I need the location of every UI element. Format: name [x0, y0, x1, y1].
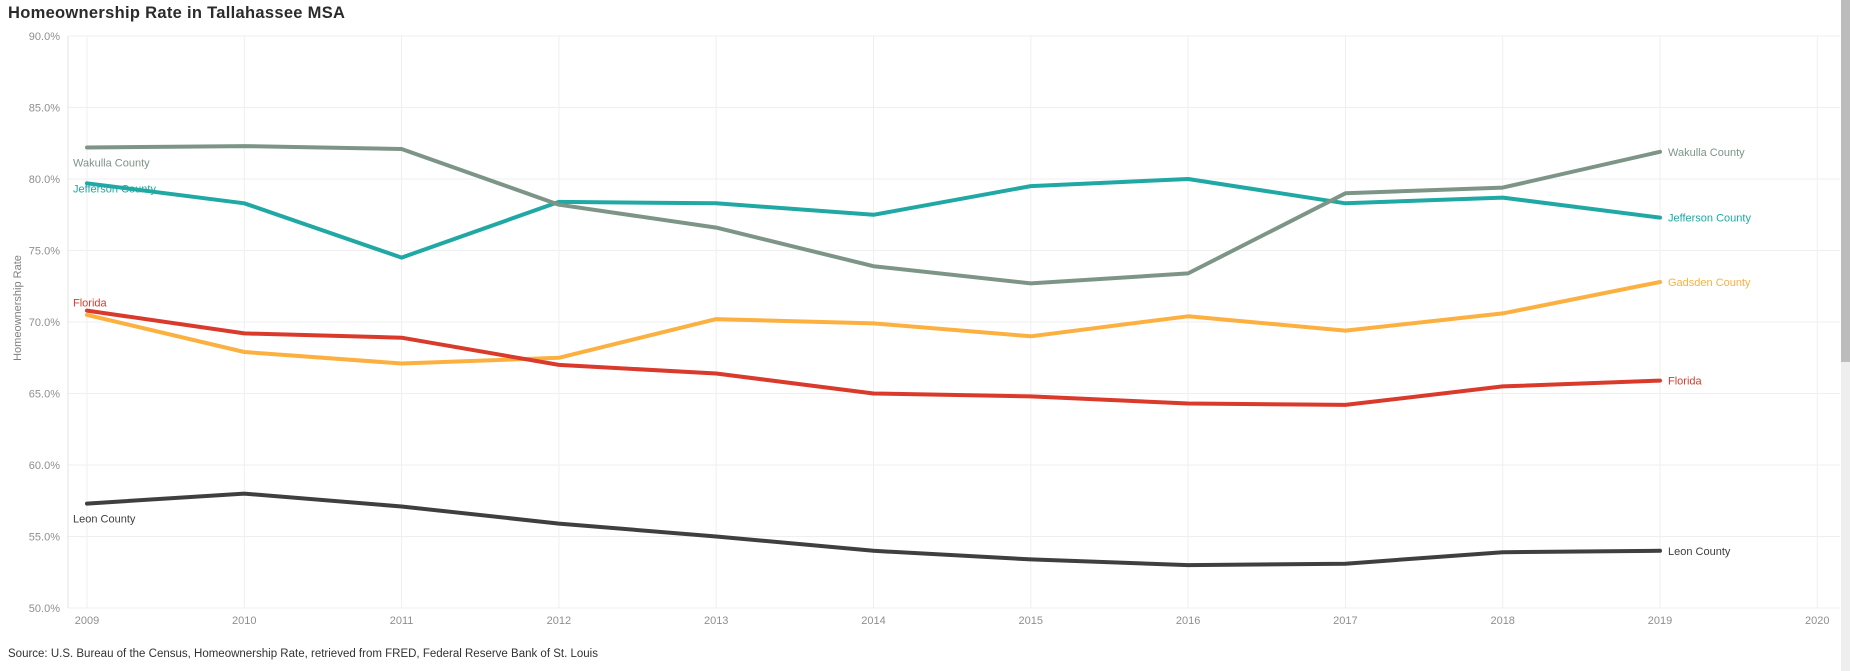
x-tick-label: 2011 [390, 615, 414, 627]
x-tick-label: 2010 [232, 615, 256, 627]
y-tick-label: 55.0% [29, 532, 60, 544]
series-right-label: Leon County [1668, 546, 1731, 558]
series-line-florida[interactable] [85, 308, 1662, 407]
series-right-label: Jefferson County [1668, 213, 1751, 225]
x-tick-label: 2012 [547, 615, 571, 627]
series-left-label: Wakulla County [73, 158, 150, 170]
y-tick-label: 70.0% [29, 317, 60, 329]
series-left-label: Jefferson County [73, 183, 156, 195]
x-tick-label: 2015 [1019, 615, 1043, 627]
y-tick-label: 90.0% [29, 31, 60, 43]
series-left-label: Leon County [73, 514, 136, 526]
series-left-label: Florida [73, 298, 108, 310]
x-tick-label: 2018 [1490, 615, 1514, 627]
series-line-jefferson-county[interactable] [85, 177, 1662, 260]
y-tick-label: 85.0% [29, 103, 60, 115]
x-tick-label: 2009 [75, 615, 99, 627]
x-tick-label: 2014 [861, 615, 885, 627]
y-axis-title: Homeownership Rate [12, 255, 24, 361]
series-line-leon-county[interactable] [85, 491, 1662, 568]
chart-title: Homeownership Rate in Tallahassee MSA [8, 4, 346, 22]
y-tick-label: 50.0% [29, 603, 60, 615]
series-right-label: Gadsden County [1668, 277, 1751, 289]
series-line-wakulla-county[interactable] [85, 144, 1662, 286]
x-tick-label: 2016 [1176, 615, 1200, 627]
source-note: Source: U.S. Bureau of the Census, Homeo… [8, 648, 598, 660]
scrollbar-thumb[interactable] [1841, 0, 1850, 362]
y-tick-label: 60.0% [29, 460, 60, 472]
x-tick-label: 2020 [1805, 615, 1829, 627]
x-tick-label: 2013 [704, 615, 728, 627]
y-tick-label: 65.0% [29, 389, 60, 401]
x-tick-label: 2019 [1648, 615, 1672, 627]
y-tick-label: 75.0% [29, 246, 60, 258]
y-tick-label: 80.0% [29, 174, 60, 186]
series-line-gadsden-county[interactable] [85, 280, 1662, 366]
series-right-label: Wakulla County [1668, 147, 1745, 159]
x-tick-label: 2017 [1333, 615, 1357, 627]
series-right-label: Florida [1668, 376, 1703, 388]
